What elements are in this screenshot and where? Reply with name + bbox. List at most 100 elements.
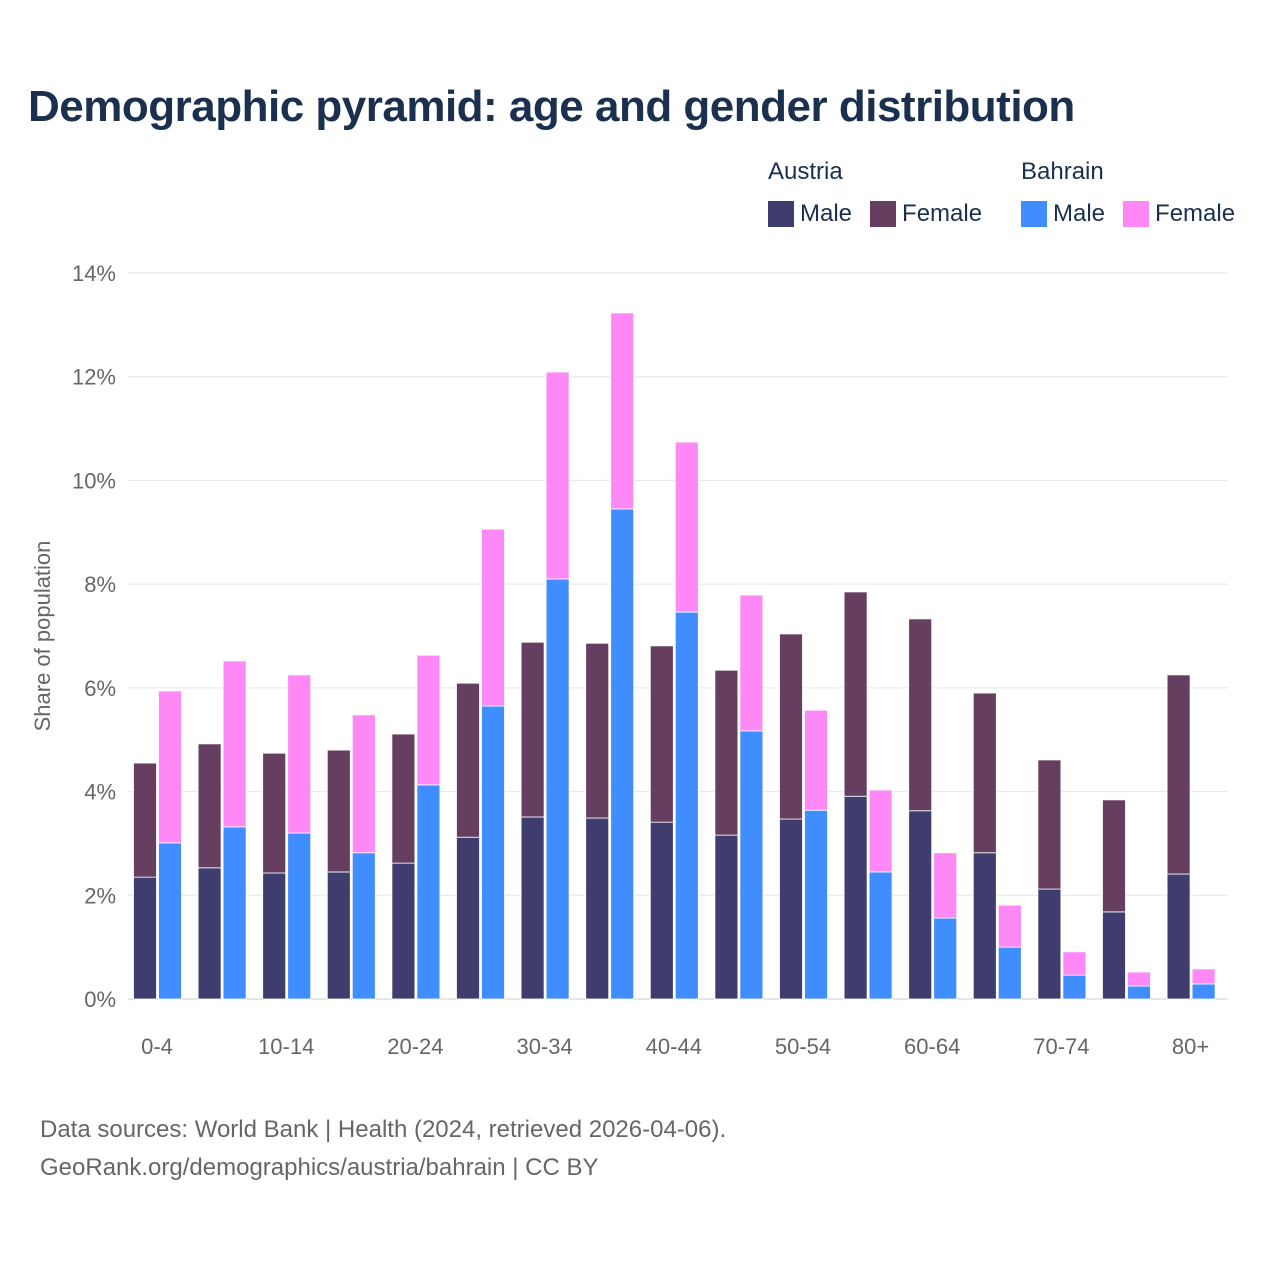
bar-austria-female-55-59 bbox=[843, 591, 868, 797]
x-tick-label: 50-54 bbox=[775, 1034, 831, 1059]
legend-label: Male bbox=[1053, 200, 1106, 227]
legend-austria: Austria Male Female bbox=[768, 158, 982, 228]
bar-austria-female-45-49 bbox=[714, 669, 739, 836]
x-tick-label: 80+ bbox=[1172, 1034, 1209, 1059]
bar-austria-female-65-69 bbox=[972, 692, 997, 854]
bar-bahrain-female-15-19 bbox=[351, 714, 376, 854]
footer-source: Data sources: World Bank | Health (2024,… bbox=[40, 1116, 727, 1143]
x-tick-label: 0-4 bbox=[141, 1034, 173, 1059]
bar-austria-male-65-69 bbox=[972, 852, 997, 1000]
legend-label: Female bbox=[902, 200, 983, 227]
y-tick-label: 8% bbox=[84, 572, 116, 597]
bar-bahrain-male-40-44 bbox=[674, 611, 699, 1000]
bar-austria-female-80+ bbox=[1166, 674, 1191, 875]
legend-label: Male bbox=[800, 200, 853, 227]
bar-bahrain-male-70-74 bbox=[1062, 974, 1087, 1000]
legend-label: Female bbox=[1155, 200, 1236, 227]
bar-austria-male-30-34 bbox=[520, 816, 545, 1000]
x-tick-label: 40-44 bbox=[646, 1034, 702, 1059]
bar-bahrain-male-20-24 bbox=[416, 784, 441, 1000]
bar-bahrain-female-50-54 bbox=[804, 709, 828, 811]
legend-swatch bbox=[1021, 201, 1047, 227]
x-tick-label: 30-34 bbox=[516, 1034, 572, 1059]
legend-swatch bbox=[768, 201, 794, 227]
bar-bahrain-male-0-4 bbox=[158, 842, 182, 1000]
bar-bahrain-female-80+ bbox=[1191, 968, 1216, 985]
bar-bahrain-female-40-44 bbox=[674, 441, 699, 613]
bar-austria-male-0-4 bbox=[133, 876, 157, 1000]
bar-austria-male-75-79 bbox=[1102, 911, 1126, 1000]
bar-austria-female-0-4 bbox=[133, 762, 157, 878]
bar-bahrain-male-10-14 bbox=[287, 832, 312, 1000]
bar-austria-male-25-29 bbox=[456, 836, 480, 1000]
bar-austria-male-15-19 bbox=[326, 871, 351, 1000]
bar-bahrain-male-15-19 bbox=[351, 852, 376, 1000]
y-tick-label: 12% bbox=[72, 365, 116, 390]
bar-austria-male-40-44 bbox=[649, 821, 674, 1000]
bar-bahrain-male-35-39 bbox=[610, 508, 635, 1000]
legend-item-austria-male: Male bbox=[768, 200, 852, 228]
y-tick-label: 6% bbox=[84, 676, 116, 701]
bar-bahrain-female-65-69 bbox=[997, 904, 1022, 948]
bar-bahrain-male-45-49 bbox=[739, 730, 764, 1000]
bar-bahrain-female-0-4 bbox=[158, 690, 182, 844]
bar-bahrain-female-35-39 bbox=[610, 312, 635, 510]
bar-bahrain-male-60-64 bbox=[933, 917, 958, 1000]
x-tick-label: 70-74 bbox=[1033, 1034, 1089, 1059]
bar-austria-female-25-29 bbox=[456, 682, 480, 838]
x-tick-label: 10-14 bbox=[258, 1034, 314, 1059]
bar-austria-male-45-49 bbox=[714, 834, 739, 1000]
bar-austria-female-10-14 bbox=[262, 752, 287, 874]
bar-bahrain-male-30-34 bbox=[545, 578, 570, 1000]
bar-austria-female-60-64 bbox=[908, 618, 933, 812]
bar-bahrain-male-55-59 bbox=[868, 871, 893, 1000]
bar-bahrain-male-25-29 bbox=[481, 705, 505, 1000]
bar-bahrain-male-75-79 bbox=[1127, 985, 1151, 1000]
y-axis-label: Share of population bbox=[30, 541, 55, 732]
bar-austria-male-50-54 bbox=[779, 818, 803, 1000]
legend-item-bahrain-male: Male bbox=[1021, 200, 1105, 228]
y-tick-label: 2% bbox=[84, 883, 116, 908]
y-tick-label: 4% bbox=[84, 780, 116, 805]
y-tick-label: 10% bbox=[72, 468, 116, 493]
bar-bahrain-female-70-74 bbox=[1062, 951, 1087, 976]
bar-austria-male-60-64 bbox=[908, 810, 933, 1000]
legend-country-austria: Austria bbox=[768, 158, 843, 185]
bar-bahrain-female-60-64 bbox=[933, 852, 958, 919]
bar-austria-male-20-24 bbox=[391, 862, 416, 1000]
bar-bahrain-female-75-79 bbox=[1127, 971, 1151, 987]
bar-austria-female-20-24 bbox=[391, 733, 416, 864]
x-tick-label: 20-24 bbox=[387, 1034, 443, 1059]
bar-austria-female-15-19 bbox=[326, 749, 351, 873]
legend-item-bahrain-female: Female bbox=[1123, 200, 1235, 228]
bar-bahrain-male-50-54 bbox=[804, 809, 828, 1000]
bar-austria-female-70-74 bbox=[1037, 759, 1062, 890]
bar-bahrain-female-10-14 bbox=[287, 674, 312, 834]
legend-country-bahrain: Bahrain bbox=[1021, 158, 1104, 185]
bar-austria-male-10-14 bbox=[262, 872, 287, 1000]
bar-bahrain-male-65-69 bbox=[997, 946, 1022, 1000]
bar-bahrain-female-45-49 bbox=[739, 594, 764, 732]
bar-bahrain-female-55-59 bbox=[868, 789, 893, 873]
legend-swatch bbox=[1123, 201, 1150, 227]
legend-bahrain: Bahrain Male Female bbox=[1021, 158, 1235, 228]
bar-austria-female-75-79 bbox=[1102, 799, 1126, 913]
bar-bahrain-male-80+ bbox=[1191, 983, 1216, 1000]
chart-title: Demographic pyramid: age and gender dist… bbox=[28, 82, 1075, 131]
bar-austria-female-35-39 bbox=[585, 642, 610, 819]
bar-austria-male-80+ bbox=[1166, 873, 1191, 1000]
y-tick-label: 0% bbox=[84, 987, 116, 1012]
bar-austria-female-50-54 bbox=[779, 633, 803, 820]
bar-bahrain-female-25-29 bbox=[481, 528, 505, 707]
bar-bahrain-male-5-9 bbox=[222, 826, 247, 1000]
footer-credit: GeoRank.org/demographics/austria/bahrain… bbox=[40, 1154, 599, 1181]
bar-austria-female-5-9 bbox=[197, 743, 222, 869]
bar-bahrain-female-20-24 bbox=[416, 654, 441, 786]
bar-austria-female-40-44 bbox=[649, 645, 674, 823]
bar-austria-male-70-74 bbox=[1037, 888, 1062, 1000]
bar-austria-male-35-39 bbox=[585, 817, 610, 1000]
bar-austria-male-5-9 bbox=[197, 867, 222, 1000]
x-tick-label: 60-64 bbox=[904, 1034, 960, 1059]
y-tick-label: 14% bbox=[72, 261, 116, 286]
bar-bahrain-female-5-9 bbox=[222, 660, 247, 828]
